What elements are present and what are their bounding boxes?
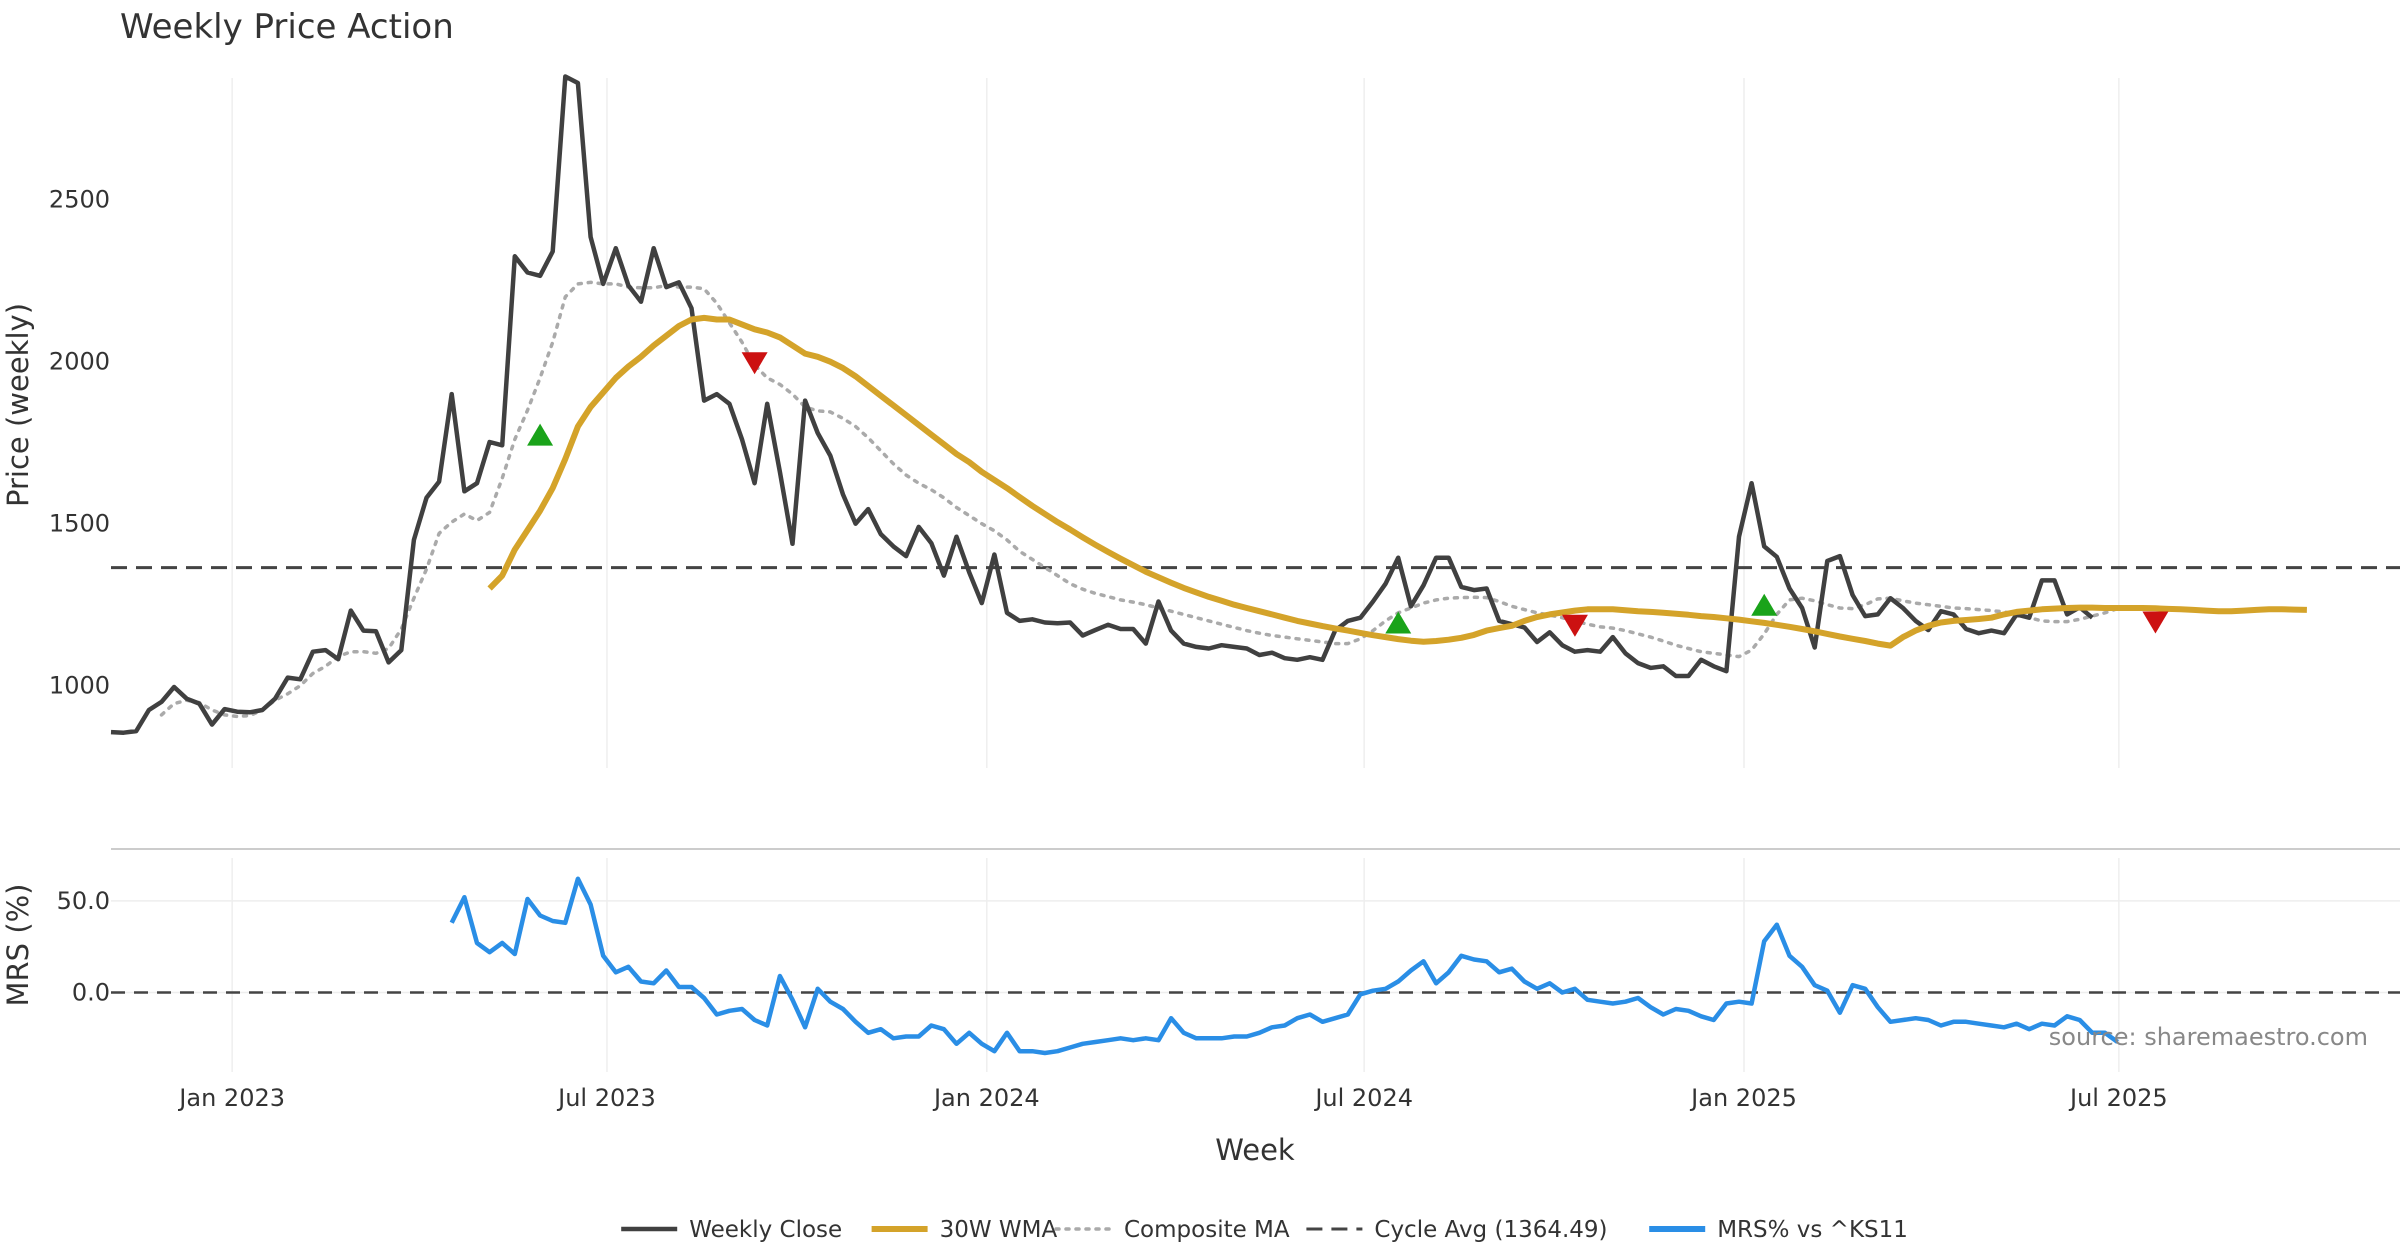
price-y-tick-label: 1000 <box>49 672 110 700</box>
x-tick-label: Jul 2025 <box>2068 1084 2168 1112</box>
chart-title: Weekly Price Action <box>120 7 454 47</box>
buy-signal-marker <box>527 423 554 446</box>
legend-label: 30W WMA <box>940 1217 1058 1243</box>
x-tick-label: Jan 2025 <box>1689 1084 1797 1112</box>
legend-label: Weekly Close <box>689 1217 842 1243</box>
buy-signal-marker <box>1385 611 1412 634</box>
price-y-tick-label: 2000 <box>49 348 110 376</box>
x-axis-ticks: Jan 2023 Jul 2023 Jan 2024 Jul 2024 Jan 2025… <box>177 1084 2167 1112</box>
x-axis-label: Week <box>1215 1133 1295 1167</box>
legend: Weekly Close 30W WMA Composite MA Cycle Avg… <box>621 1217 1908 1243</box>
price-panel: 1000 1500 2000 2500 <box>49 74 2400 768</box>
buy-signal-marker <box>1751 593 1778 616</box>
price-y-tick-label: 2500 <box>49 186 110 214</box>
mrs-y-tick-label: 0.0 <box>72 979 110 1007</box>
source-note: source: sharemaestro.com <box>2049 1023 2368 1051</box>
mrs-line <box>449 876 2119 1056</box>
30w-wma-line <box>487 314 2307 649</box>
x-tick-label: Jul 2023 <box>556 1084 656 1112</box>
legend-label: Cycle Avg (1364.49) <box>1374 1217 1607 1243</box>
composite-ma-line <box>159 280 2132 719</box>
x-tick-label: Jan 2024 <box>932 1084 1040 1112</box>
price-y-tick-label: 1500 <box>49 510 110 538</box>
legend-label: MRS% vs ^KS11 <box>1717 1217 1908 1243</box>
x-tick-label: Jan 2023 <box>177 1084 285 1112</box>
price-y-axis-label: Price (weekly) <box>1 303 35 507</box>
mrs-y-tick-label: 50.0 <box>57 887 110 915</box>
legend-label: Composite MA <box>1124 1217 1290 1243</box>
sell-signal-marker <box>2142 611 2169 634</box>
mrs-panel: 0.0 50.0 <box>57 858 2400 1072</box>
weekly-close-line <box>110 74 2094 735</box>
mrs-y-axis-label: MRS (%) <box>1 884 35 1007</box>
x-tick-label: Jul 2024 <box>1313 1084 1413 1112</box>
sell-signal-marker <box>1561 614 1588 637</box>
sell-signal-marker <box>741 352 768 375</box>
